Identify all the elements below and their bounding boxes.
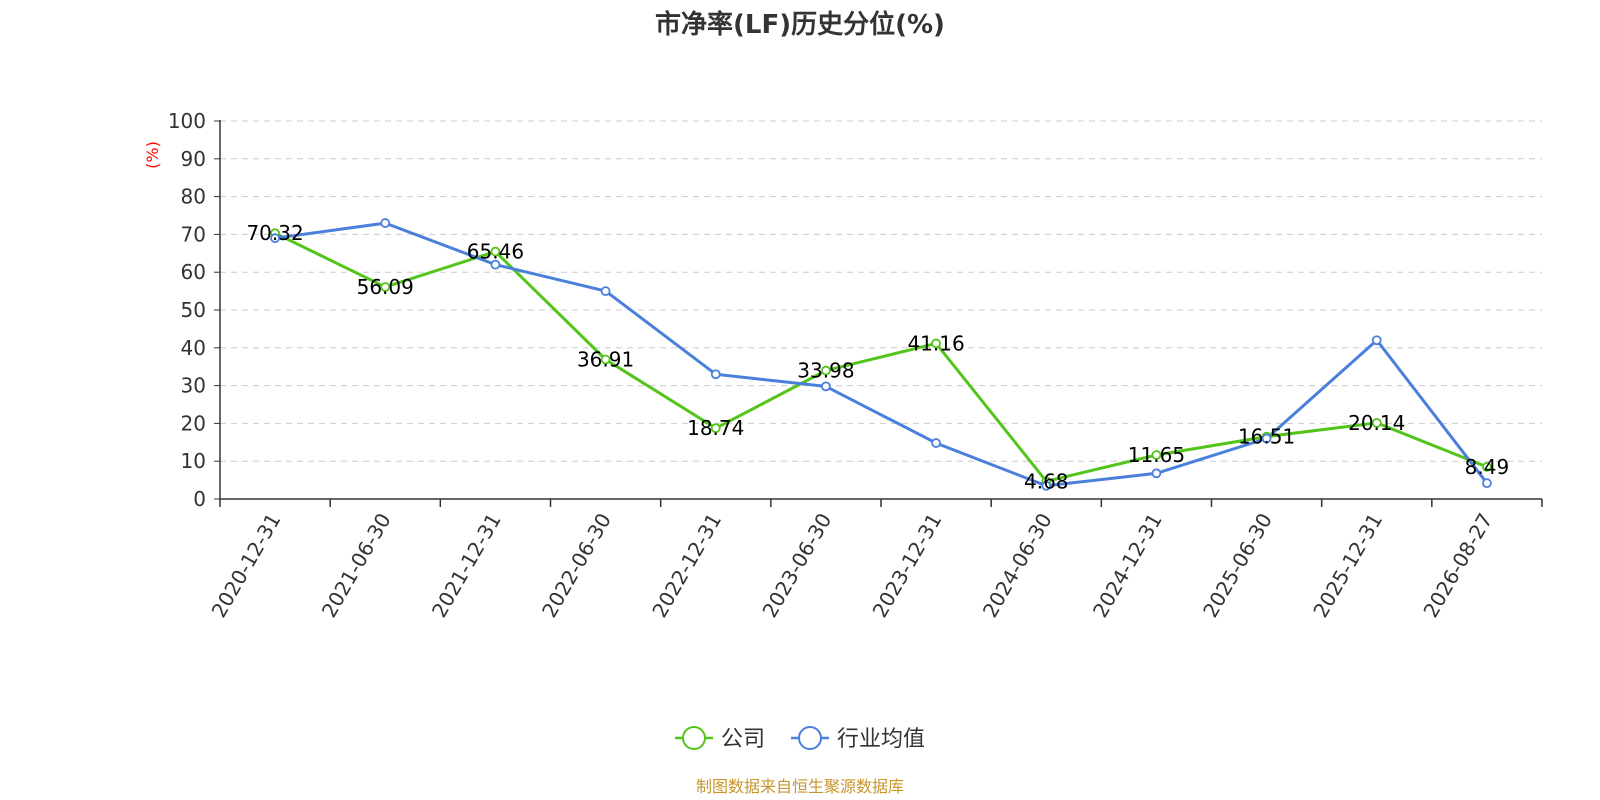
data-labels: 70.32 56.09 65.46 36.91 18.74 33.98 41.16 4.68 1…: [246, 221, 1509, 493]
y-tick-label: 10: [181, 449, 206, 473]
x-tick-label: 2021-06-30: [317, 509, 396, 622]
data-point: [270, 233, 280, 244]
x-tick-label: 2024-12-31: [1088, 509, 1167, 622]
data-label: 56.09: [357, 275, 414, 299]
data-point: [490, 259, 501, 270]
legend-item: 行业均值: [791, 726, 925, 752]
series-layer: [270, 218, 1492, 491]
x-tick-label: 2022-12-31: [647, 509, 726, 622]
data-point: [600, 286, 611, 297]
footer-source: 制图数据来自恒生聚源数据库: [696, 777, 904, 796]
data-point: [1482, 462, 1492, 472]
y-axis-unit-label: (%): [143, 141, 162, 169]
legend: 公司 行业均值: [674, 726, 925, 752]
y-tick-label: 30: [181, 374, 206, 398]
x-tick-label: 2023-06-30: [757, 509, 836, 622]
data-label: 11.65: [1128, 443, 1185, 467]
data-point: [1151, 450, 1162, 460]
data-label: 8.49: [1465, 455, 1510, 479]
data-label: 36.91: [577, 347, 634, 371]
data-point: [931, 438, 941, 448]
data-point: [931, 338, 941, 349]
legend-item: 公司: [674, 726, 765, 752]
data-point: [600, 354, 611, 365]
data-point: [1482, 478, 1492, 489]
data-point: [821, 381, 831, 392]
y-tick-label: 20: [181, 411, 206, 435]
x-tick-label: 2025-12-31: [1308, 509, 1387, 622]
data-label: 33.98: [797, 359, 854, 383]
data-point: [380, 282, 391, 292]
data-point: [710, 423, 721, 434]
y-tick-label: 90: [181, 147, 206, 171]
x-tick-label: 2022-06-30: [537, 509, 616, 622]
x-tick-label: 2020-12-31: [207, 509, 286, 622]
y-axis-ticks: 0 10 20 30 40 50 60 70 80 90 100: [168, 109, 220, 511]
y-tick-label: 100: [168, 109, 206, 133]
data-point: [1371, 335, 1382, 346]
y-tick-label: 70: [181, 222, 206, 246]
data-label: 65.46: [467, 240, 524, 264]
data-point: [1371, 417, 1382, 428]
x-tick-label: 2024-06-30: [978, 509, 1057, 622]
legend-marker: [681, 726, 706, 750]
y-tick-label: 0: [193, 487, 206, 511]
data-point: [1151, 468, 1162, 479]
data-point: [1041, 480, 1052, 491]
series-line: [274, 221, 1489, 488]
y-tick-label: 60: [181, 260, 206, 284]
chart-title: 市净率(LF)历史分位(%): [655, 9, 945, 40]
data-label: 4.68: [1024, 469, 1069, 493]
legend-label: 公司: [721, 727, 765, 752]
x-tick-label: 2025-06-30: [1198, 509, 1277, 622]
series-line: [274, 231, 1488, 483]
grid-lines: [220, 120, 1542, 462]
data-point: [821, 365, 831, 376]
x-tick-label: 2026-08-27: [1418, 509, 1497, 622]
x-tick-label: 2023-12-31: [868, 509, 947, 622]
data-label: 16.51: [1238, 425, 1295, 449]
y-tick-label: 40: [181, 336, 206, 360]
data-label: 20.14: [1348, 411, 1405, 435]
legend-marker: [798, 726, 822, 750]
data-point: [710, 369, 721, 380]
data-point: [380, 218, 391, 228]
legend-label: 行业均值: [837, 727, 925, 752]
data-label: 41.16: [907, 331, 964, 355]
y-tick-label: 50: [181, 298, 206, 322]
data-point: [490, 246, 501, 257]
data-point: [1261, 433, 1272, 444]
x-axis-ticks: 2020-12-31 2021-06-30 2021-12-31 2022-06-30…: [207, 499, 1543, 622]
x-tick-label: 2021-12-31: [427, 509, 506, 622]
y-tick-label: 80: [181, 185, 206, 209]
data-label: 18.74: [687, 416, 744, 440]
data-label: 70.32: [246, 221, 303, 245]
